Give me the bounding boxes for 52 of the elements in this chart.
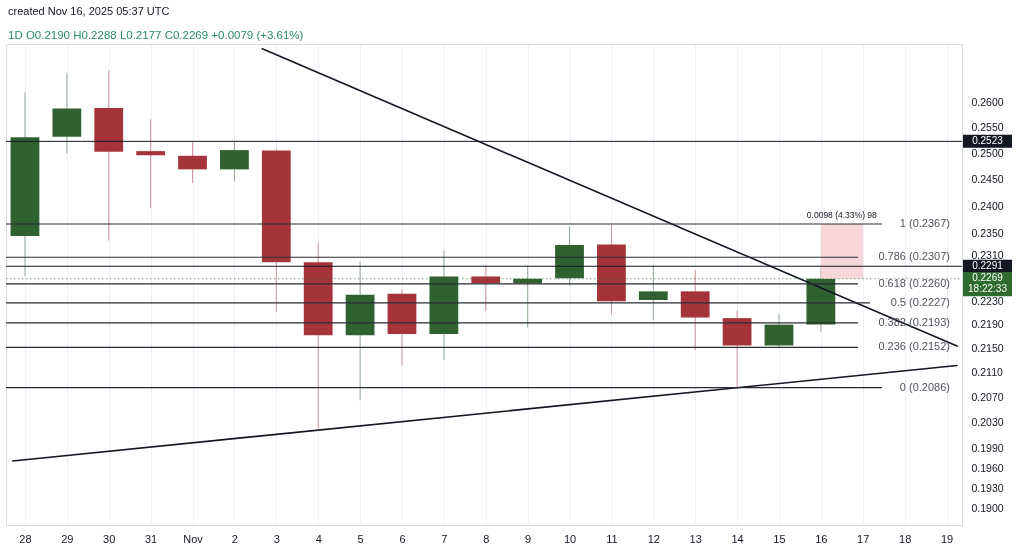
x-tick-label: 6	[399, 532, 406, 545]
ref-line-label: 0.786 (0.2307)	[878, 250, 950, 263]
ref-line-label: 0 (0.2086)	[899, 380, 950, 393]
ref-line-label: 0.236 (0.2152)	[878, 340, 950, 353]
y-tick-label: 0.1960	[971, 461, 1004, 474]
y-tick-label: 0.1900	[971, 502, 1004, 515]
ref-line-label: 0.2291	[972, 259, 1004, 271]
y-tick-label: 0.2190	[971, 318, 1004, 331]
x-tick-label: 5	[357, 532, 364, 545]
x-tick-label: 29	[61, 532, 74, 545]
y-tick-label: 0.2600	[971, 95, 1004, 108]
y-tick-label: 0.2550	[971, 121, 1004, 134]
ref-line-label: 0.2523	[972, 134, 1004, 146]
y-tick-label: 0.2310	[971, 249, 1004, 262]
y-tick-label: 0.2070	[971, 391, 1004, 404]
x-tick-label: 18	[899, 532, 912, 545]
x-tick-label: 19	[940, 532, 954, 545]
x-tick-label: 4	[315, 532, 322, 545]
y-tick-label: 0.2150	[971, 341, 1004, 354]
y-tick-label: 0.2110	[971, 366, 1003, 379]
y-tick-label: 0.2450	[971, 172, 1004, 185]
x-tick-label: 7	[441, 532, 448, 545]
y-tick-label: 0.2350	[971, 226, 1004, 239]
x-tick-label: 11	[606, 532, 618, 545]
data-label: 0.0098 (4.33%) 98	[806, 209, 878, 220]
x-tick-label: 10	[563, 532, 577, 545]
x-tick-label: Nov	[183, 532, 204, 545]
y-tick-label: 0.2500	[971, 146, 1004, 159]
ref-line-label: 0.5 (0.2227)	[890, 295, 950, 308]
x-tick-label: 15	[773, 532, 786, 545]
chart-title: 1D O0.2190 H0.2288 L0.2177 C0.2269 +0.0079 (+3.61%)	[8, 28, 304, 41]
x-tick-label: 14	[731, 532, 744, 545]
x-tick-label: 17	[857, 532, 870, 545]
x-tick-label: 13	[689, 532, 702, 545]
x-tick-label: 2	[231, 532, 238, 545]
x-tick-label: 9	[525, 532, 532, 545]
y-tick-label: 0.2400	[971, 199, 1004, 212]
ref-line-label: 0.618 (0.2260)	[878, 276, 950, 289]
x-tick-label: 3	[273, 532, 280, 545]
y-tick-label: 0.1990	[971, 442, 1004, 455]
x-tick-label: 16	[815, 532, 828, 545]
ref-line-label: 0.2269 18:22:33	[968, 272, 1008, 295]
x-tick-label: 12	[647, 532, 660, 545]
x-tick-label: 30	[103, 532, 116, 545]
ref-line-label: 1 (0.2367)	[899, 216, 950, 229]
y-tick-label: 0.2230	[971, 294, 1004, 307]
x-tick-label: 31	[145, 532, 158, 545]
y-tick-label: 0.1930	[971, 481, 1004, 494]
text: created Nov 16, 2025 05:37 UTC	[8, 5, 170, 17]
x-tick-label: 28	[19, 532, 32, 545]
y-tick-label: 0.2030	[971, 416, 1004, 429]
x-tick-label: 8	[483, 532, 490, 545]
